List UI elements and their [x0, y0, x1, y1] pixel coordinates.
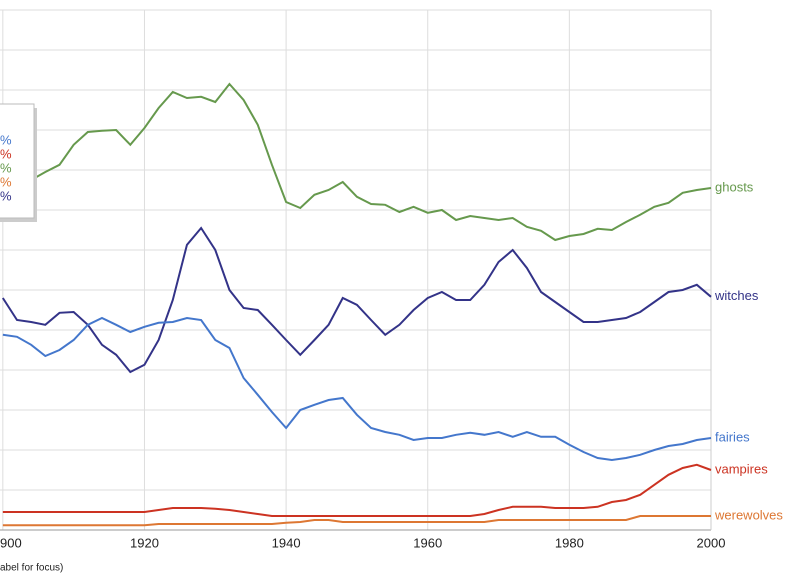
series-line: [2, 515, 711, 527]
legend-fragment: %: [0, 174, 12, 189]
x-tick-label: 2000: [697, 535, 726, 550]
legend-fragment: %: [0, 132, 12, 147]
series-line: [1, 226, 712, 374]
series-label: witches: [714, 288, 759, 303]
series-label: vampires: [715, 461, 768, 476]
series-line: [2, 316, 712, 462]
series-label: fairies: [715, 429, 750, 444]
series-label: ghosts: [715, 179, 754, 194]
legend-fragment: %: [0, 188, 12, 203]
series-label: werewolves: [714, 507, 783, 522]
x-tick-label: 1980: [555, 535, 584, 550]
series-line: [2, 463, 712, 517]
x-tick-label: 900: [0, 535, 22, 550]
x-tick-label: 1920: [130, 535, 159, 550]
x-tick-label: 1960: [413, 535, 442, 550]
legend-box: [0, 103, 35, 219]
note: abel for focus): [0, 563, 63, 574]
x-tick-label: 1940: [272, 535, 301, 550]
series-line: [30, 82, 712, 242]
legend-fragment: %: [0, 146, 12, 161]
legend-fragment: %: [0, 160, 12, 175]
